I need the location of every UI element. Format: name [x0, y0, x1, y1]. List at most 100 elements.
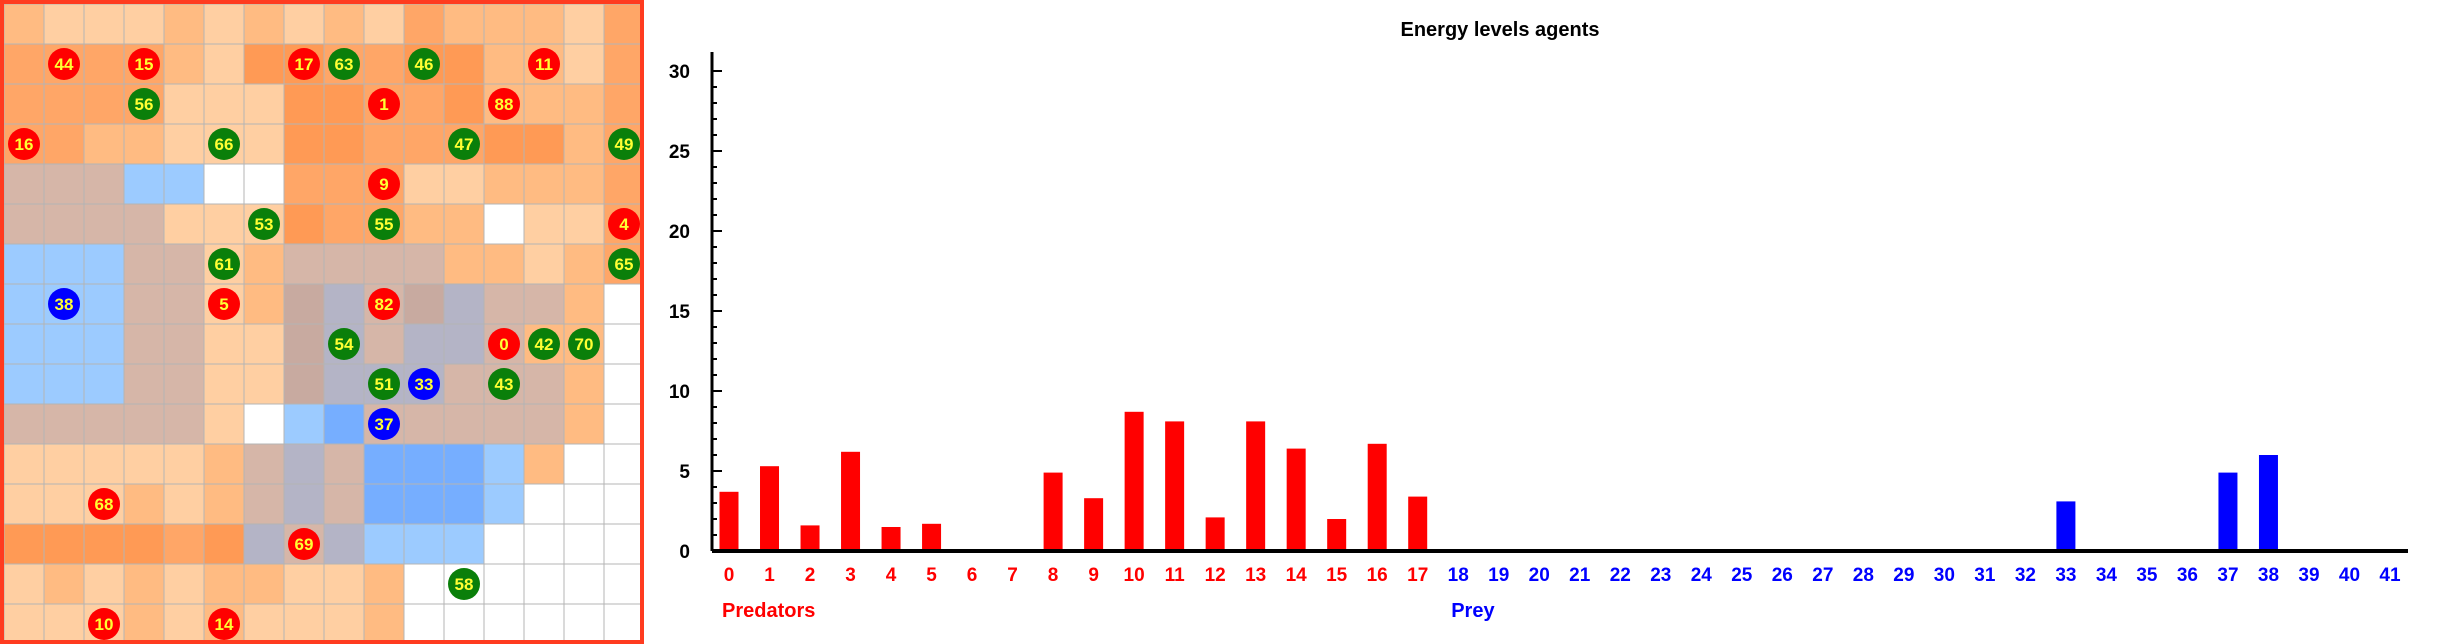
agent-predator: 0	[488, 328, 520, 360]
grid-cell	[483, 123, 525, 165]
agent-food: 65	[608, 248, 640, 280]
grid-cell	[443, 43, 485, 85]
grid-cell	[43, 83, 85, 125]
agent-marker	[608, 248, 640, 280]
grid-cell	[163, 523, 205, 565]
grid-cell	[283, 283, 325, 325]
agent-predator: 82	[368, 288, 400, 320]
grid-cell	[243, 363, 285, 405]
agent-food: 43	[488, 368, 520, 400]
agent-predator: 11	[528, 48, 560, 80]
grid-cell	[603, 563, 644, 605]
grid-cell	[483, 603, 525, 644]
grid-cell	[563, 603, 605, 644]
agent-label: 37	[375, 415, 394, 434]
grid-cell	[563, 203, 605, 245]
bar-13	[1246, 421, 1266, 551]
grid-cell	[283, 3, 325, 45]
agent-marker	[568, 328, 600, 360]
grid-cell	[443, 363, 485, 405]
grid-cell	[3, 523, 45, 565]
agent-label: 46	[415, 55, 434, 74]
x-tick-label: 34	[2096, 565, 2118, 586]
agent-label: 15	[135, 55, 154, 74]
agent-marker	[288, 528, 320, 560]
x-tick-label: 2	[805, 565, 816, 586]
grid-cell	[163, 243, 205, 285]
x-tick-label: 5	[926, 565, 937, 586]
agent-predator: 15	[128, 48, 160, 80]
agent-label: 61	[215, 255, 234, 274]
grid-cell	[523, 443, 565, 485]
grid-cell	[243, 403, 285, 445]
agent-predator: 1	[368, 88, 400, 120]
agent-food: 53	[248, 208, 280, 240]
grid-cell	[203, 443, 245, 485]
grid-cell	[443, 443, 485, 485]
x-tick-label: 33	[2055, 565, 2076, 586]
y-tick-label: 15	[669, 302, 691, 323]
x-tick-label: 40	[2339, 565, 2360, 586]
agent-marker	[248, 208, 280, 240]
agent-marker	[48, 288, 80, 320]
agent-label: 0	[499, 335, 508, 354]
x-tick-label: 0	[724, 565, 735, 586]
grid-cell	[243, 43, 285, 85]
grid-cell	[443, 603, 485, 644]
agent-food: 49	[608, 128, 640, 160]
y-axis: 0 5 10 15 20 25 30	[669, 52, 722, 563]
agent-marker	[128, 88, 160, 120]
grid-cell	[363, 523, 405, 565]
grid-cell	[483, 283, 525, 325]
agent-marker	[488, 368, 520, 400]
agent-marker	[88, 488, 120, 520]
grid-cell	[403, 563, 445, 605]
agent-label: 66	[215, 135, 234, 154]
agent-food: 56	[128, 88, 160, 120]
grid-cell	[443, 203, 485, 245]
agent-label: 51	[375, 375, 394, 394]
agent-food: 46	[408, 48, 440, 80]
agent-label: 58	[455, 575, 474, 594]
grid-cell	[3, 163, 45, 205]
agent-predator: 17	[288, 48, 320, 80]
grid-cell	[563, 83, 605, 125]
agent-label: 70	[575, 335, 594, 354]
grid-cell	[443, 403, 485, 445]
x-tick-label: 29	[1893, 565, 1914, 586]
bar-11	[1165, 421, 1185, 551]
grid-cell	[163, 443, 205, 485]
grid-cell	[83, 563, 125, 605]
grid-cell	[43, 363, 85, 405]
y-tick-label: 20	[669, 222, 690, 243]
agent-predator: 44	[48, 48, 80, 80]
agent-marker	[208, 248, 240, 280]
grid-cell	[323, 83, 365, 125]
grid-cell	[163, 363, 205, 405]
grid-cell	[43, 563, 85, 605]
agent-prey: 33	[408, 368, 440, 400]
agent-label: 4	[619, 215, 629, 234]
bar-38	[2258, 455, 2278, 551]
x-tick-label: 24	[1691, 565, 1713, 586]
bar-8	[1043, 472, 1063, 551]
grid-cell	[323, 523, 365, 565]
grid-cell	[443, 523, 485, 565]
y-tick-label: 0	[679, 542, 690, 563]
agent-marker	[608, 208, 640, 240]
grid-cell	[563, 563, 605, 605]
grid-cell	[3, 283, 45, 325]
grid-cell	[323, 403, 365, 445]
agent-label: 43	[495, 375, 514, 394]
grid-cell	[83, 123, 125, 165]
agent-label: 88	[495, 95, 514, 114]
x-tick-label: 20	[1529, 565, 1550, 586]
x-tick-label: 30	[1934, 565, 1955, 586]
x-tick-label: 32	[2015, 565, 2036, 586]
grid-cell	[163, 43, 205, 85]
grid-cell	[283, 403, 325, 445]
grid-cell	[403, 523, 445, 565]
grid-cell	[3, 203, 45, 245]
x-tick-label: 28	[1853, 565, 1874, 586]
agent-marker	[448, 568, 480, 600]
